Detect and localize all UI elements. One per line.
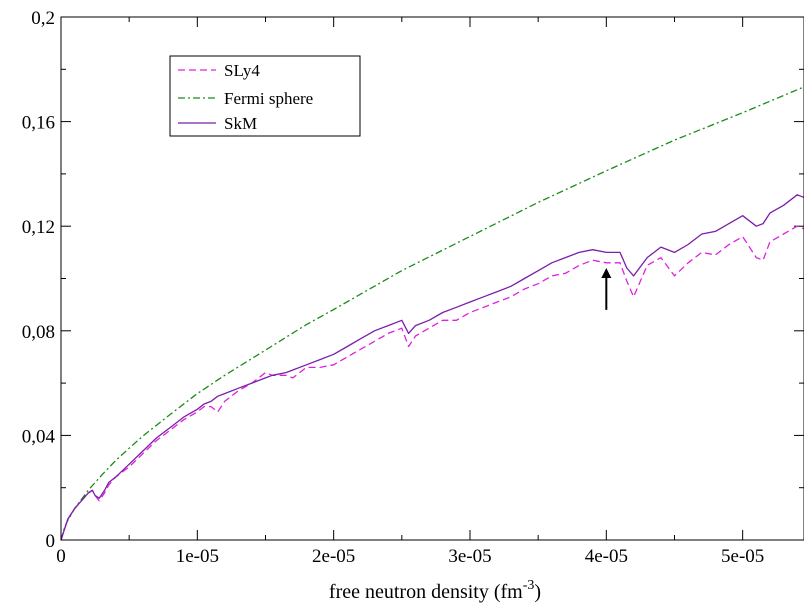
y-tick-label: 0,12 [22,217,55,238]
x-tick-label: 5e-05 [721,546,764,567]
annotation-layer [601,268,612,310]
y-tick-label: 0 [46,531,56,552]
series-line-sly4 [60,225,804,541]
arrow-head [601,268,612,279]
x-axis-title-superscript: -3 [523,578,535,593]
y-tick-label: 0,16 [22,113,55,134]
legend-label-sly4: SLy4 [224,61,260,80]
x-tick-label: 3e-05 [448,546,491,567]
x-tick-label: 0 [56,546,66,567]
series-line-skm [60,194,804,541]
x-tick-label: 2e-05 [312,546,355,567]
y-tick-label: 0,04 [22,426,56,447]
legend-label-fermi-sphere: Fermi sphere [224,89,313,108]
y-tick-label: 0,08 [22,322,55,343]
series-layer [60,86,804,541]
axis-tick-labels: 0 1e-05 2e-05 3e-05 4e-05 5e-05 0 0,04 0,08 0,12 0… [22,8,765,567]
series-line-fermi-sphere [60,86,804,541]
plot-frame [60,16,804,541]
x-axis-title: free neutron density (fm-3) [329,578,541,603]
y-tick-label: 0,2 [31,8,55,29]
legend-label-skm: SkM [224,114,257,133]
x-tick-label: 4e-05 [585,546,628,567]
x-tick-label: 1e-05 [176,546,219,567]
legend: SLy4 Fermi sphere SkM [169,55,361,137]
